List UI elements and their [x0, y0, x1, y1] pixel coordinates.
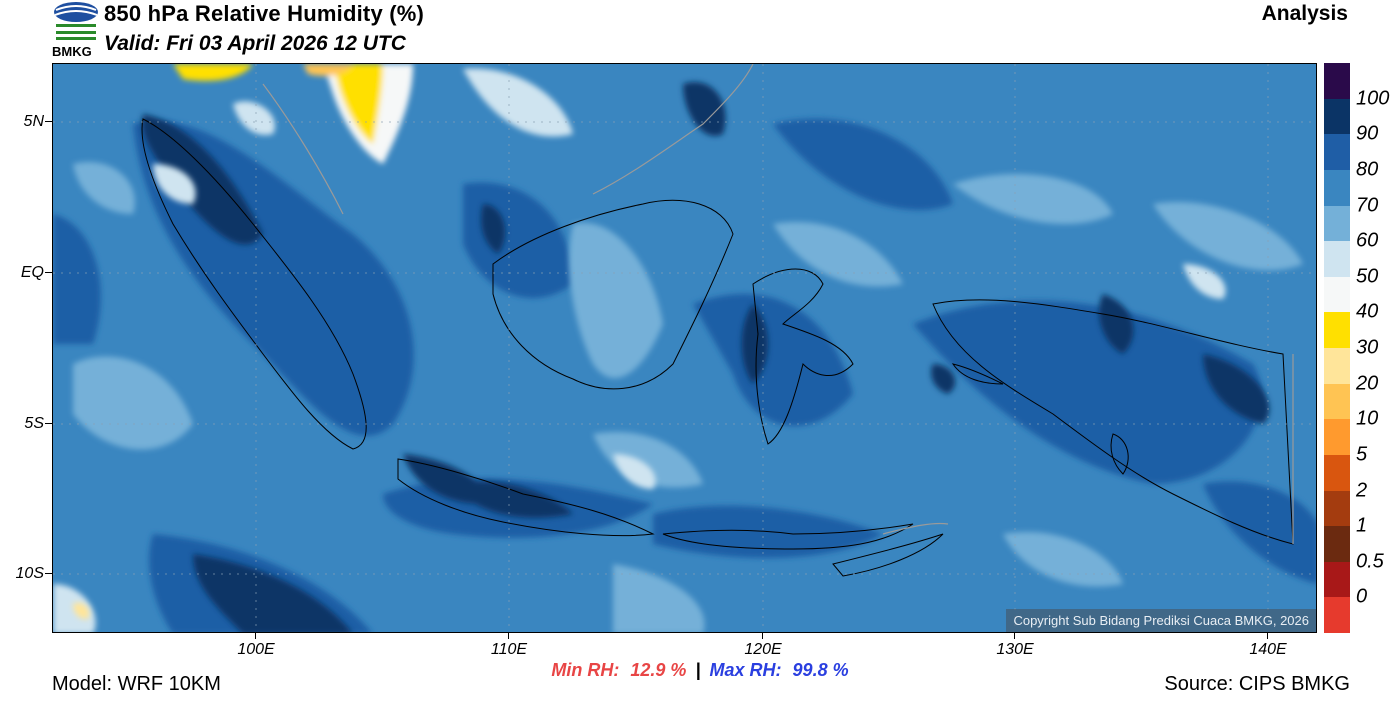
lat-label-10s: 10S: [15, 565, 44, 582]
valid-time: Valid: Fri 03 April 2026 12 UTC: [104, 32, 406, 55]
colorbar-label: 1: [1356, 514, 1368, 537]
colorbar-cell: [1324, 63, 1350, 99]
colorbar-cell: [1324, 561, 1350, 598]
colorbar-label: 70: [1356, 194, 1379, 216]
colorbar-label: 50: [1356, 265, 1379, 288]
lat-label-eq: EQ: [20, 264, 44, 281]
lon-label-100e: 100E: [237, 641, 275, 658]
colorbar-label: 100: [1356, 87, 1390, 110]
lon-tick: [255, 633, 256, 639]
humidity-map: Copyright Sub Bidang Prediksi Cuaca BMKG…: [52, 63, 1317, 633]
min-rh-label: Min RH:: [551, 660, 620, 680]
lon-label-110e: 110E: [490, 641, 528, 658]
stats-separator: |: [695, 660, 701, 680]
lat-tick: [45, 272, 52, 273]
colorbar-label: 40: [1356, 300, 1379, 323]
copyright-notice: Copyright Sub Bidang Prediksi Cuaca BMKG…: [1006, 609, 1316, 632]
colorbar-cell: [1324, 205, 1350, 242]
map-title: 850 hPa Relative Humidity (%): [104, 1, 425, 26]
colorbar-label: 30: [1356, 336, 1379, 359]
colorbar-cell: [1324, 526, 1350, 562]
lat-tick: [45, 121, 52, 122]
lon-tick: [1267, 633, 1268, 639]
colorbar-label: 60: [1356, 229, 1379, 252]
lat-label-5s: 5S: [24, 415, 44, 432]
lon-label-140e: 140E: [1249, 641, 1287, 658]
model-label: Model: WRF 10KM: [52, 673, 221, 695]
colorbar-label: 2: [1356, 479, 1368, 501]
analysis-label: Analysis: [1261, 2, 1348, 25]
colorbar-label: 0.5: [1356, 550, 1384, 573]
colorbar: [1324, 63, 1350, 633]
max-rh-label: Max RH:: [709, 660, 782, 680]
colorbar-cell: [1324, 383, 1350, 420]
lon-label-120e: 120E: [744, 641, 782, 658]
lon-tick: [508, 633, 509, 639]
colorbar-label: 0: [1356, 585, 1368, 608]
lat-tick: [45, 573, 52, 574]
lon-label-130e: 130E: [996, 641, 1034, 658]
lon-tick: [762, 633, 763, 639]
min-rh-value: 12.9 %: [630, 660, 687, 680]
lon-tick: [1014, 633, 1015, 639]
colorbar-cell: [1324, 348, 1350, 384]
colorbar-cell: [1324, 597, 1350, 633]
humidity-field: [53, 64, 1316, 632]
colorbar-cell: [1324, 490, 1350, 527]
source-label: Source: CIPS BMKG: [1164, 673, 1350, 695]
colorbar-label: 90: [1356, 122, 1379, 145]
colorbar-cell: [1324, 241, 1350, 277]
colorbar-cell: [1324, 134, 1350, 170]
lat-label-5n: 5N: [23, 113, 44, 130]
colorbar-cell: [1324, 98, 1350, 135]
colorbar-label: 80: [1356, 158, 1379, 181]
colorbar-label: 10: [1356, 407, 1379, 430]
rh-stats: Min RH: 12.9 % | Max RH: 99.8 %: [0, 660, 1400, 681]
colorbar-label: 5: [1356, 443, 1368, 466]
logo-text: BMKG: [52, 44, 92, 59]
colorbar-cell: [1324, 169, 1350, 206]
colorbar-cell: [1324, 419, 1350, 455]
colorbar-cell: [1324, 312, 1350, 348]
colorbar-label: 20: [1356, 372, 1379, 395]
bmkg-logo: BMKG: [52, 0, 100, 62]
max-rh-value: 99.8 %: [792, 660, 849, 680]
colorbar-cell: [1324, 454, 1350, 491]
lat-tick: [45, 423, 52, 424]
colorbar-cell: [1324, 276, 1350, 313]
